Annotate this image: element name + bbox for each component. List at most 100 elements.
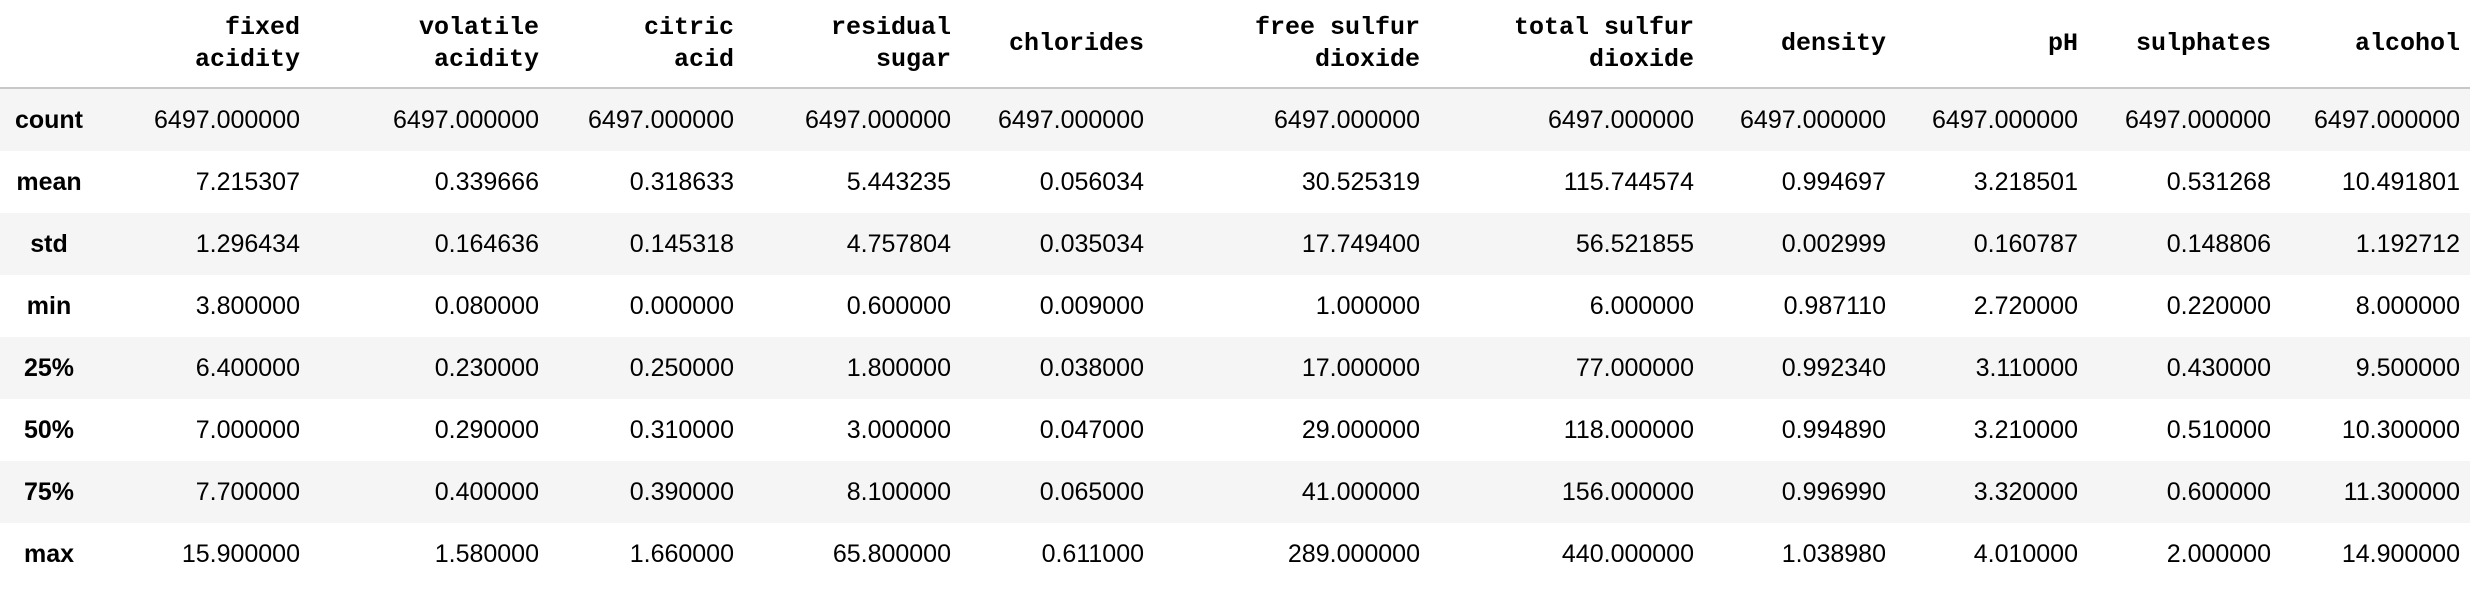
- table-cell: 0.390000: [629, 477, 734, 506]
- table-cell: 115.744574: [1563, 167, 1694, 196]
- table-cell: 0.035034: [1039, 229, 1144, 258]
- table-cell: 6497.000000: [805, 105, 951, 134]
- table-cell: 4.010000: [1973, 539, 2078, 568]
- table-cell: 0.318633: [629, 167, 734, 196]
- table-cell: 0.994890: [1781, 415, 1886, 444]
- table-cell: 6.000000: [1589, 291, 1694, 320]
- table-cell: 1.296434: [195, 229, 300, 258]
- table-row: 50% 7.000000 0.290000 0.310000 3.000000 0.047…: [0, 399, 2470, 461]
- table-cell: 0.996990: [1781, 477, 1886, 506]
- column-header: alcohol: [2281, 0, 2470, 89]
- table-cell: 0.164636: [434, 229, 539, 258]
- row-label: 50%: [23, 415, 75, 444]
- table-body: count 6497.000000 6497.000000 6497.000000 64…: [0, 88, 2470, 585]
- table-cell: 0.600000: [2166, 477, 2271, 506]
- table-cell: 6497.000000: [2314, 105, 2460, 134]
- table-cell: 1.038980: [1781, 539, 1886, 568]
- table-cell: 7.215307: [195, 167, 300, 196]
- table-row: mean 7.215307 0.339666 0.318633 5.443235 0.05…: [0, 151, 2470, 213]
- table-cell: 6497.000000: [1274, 105, 1420, 134]
- table-cell: 0.430000: [2166, 353, 2271, 382]
- table-cell: 17.000000: [1301, 353, 1420, 382]
- table-row: max 15.900000 1.580000 1.660000 65.800000 0.6…: [0, 523, 2470, 585]
- table-cell: 8.100000: [846, 477, 951, 506]
- table-cell: 156.000000: [1561, 477, 1694, 506]
- column-header: free sulfur dioxide: [1154, 0, 1430, 89]
- table-cell: 0.009000: [1039, 291, 1144, 320]
- table-cell: 6497.000000: [154, 105, 300, 134]
- row-label: min: [26, 291, 72, 320]
- row-label: count: [14, 105, 84, 134]
- table-cell: 0.080000: [434, 291, 539, 320]
- table-cell: 6497.000000: [998, 105, 1144, 134]
- table-cell: 0.160787: [1973, 229, 2078, 258]
- table-cell: 3.218501: [1973, 167, 2078, 196]
- table-cell: 14.900000: [2341, 539, 2460, 568]
- table-row: 25% 6.400000 0.230000 0.250000 1.800000 0.038…: [0, 337, 2470, 399]
- table-cell: 1.000000: [1315, 291, 1420, 320]
- table-cell: 0.230000: [434, 353, 539, 382]
- row-label: std: [30, 229, 68, 258]
- table-cell: 0.310000: [629, 415, 734, 444]
- column-header: volatile acidity: [310, 0, 549, 89]
- table-cell: 0.047000: [1039, 415, 1144, 444]
- table-cell: 6497.000000: [1548, 105, 1694, 134]
- table-cell: 6497.000000: [1740, 105, 1886, 134]
- table-cell: 3.000000: [846, 415, 951, 444]
- table-cell: 0.992340: [1781, 353, 1886, 382]
- table-cell: 0.611000: [1041, 539, 1144, 568]
- table-cell: 65.800000: [832, 539, 951, 568]
- table-cell: 0.290000: [434, 415, 539, 444]
- table-cell: 0.987110: [1783, 291, 1886, 320]
- table-cell: 3.210000: [1973, 415, 2078, 444]
- table-cell: 3.320000: [1973, 477, 2078, 506]
- index-header: [0, 0, 98, 89]
- row-label: mean: [16, 167, 82, 196]
- table-cell: 1.800000: [846, 353, 951, 382]
- column-header: pH: [1896, 0, 2088, 89]
- table-cell: 77.000000: [1575, 353, 1694, 382]
- table-cell: 56.521855: [1575, 229, 1694, 258]
- table-cell: 4.757804: [846, 229, 951, 258]
- table-cell: 0.400000: [434, 477, 539, 506]
- table-cell: 3.800000: [195, 291, 300, 320]
- table-cell: 0.065000: [1039, 477, 1144, 506]
- column-header: chlorides: [961, 0, 1154, 89]
- table-cell: 17.749400: [1301, 229, 1420, 258]
- table-cell: 29.000000: [1301, 415, 1420, 444]
- table-cell: 11.300000: [2343, 477, 2460, 506]
- table-row: 75% 7.700000 0.400000 0.390000 8.100000 0.065…: [0, 461, 2470, 523]
- table-cell: 0.600000: [846, 291, 951, 320]
- table-cell: 0.002999: [1781, 229, 1886, 258]
- column-header: total sulfur dioxide: [1430, 0, 1704, 89]
- table-cell: 1.192712: [2355, 229, 2460, 258]
- row-label: 75%: [23, 477, 75, 506]
- table-cell: 0.145318: [629, 229, 734, 258]
- table-cell: 30.525319: [1301, 167, 1420, 196]
- table-cell: 2.000000: [2166, 539, 2271, 568]
- table-cell: 1.660000: [629, 539, 734, 568]
- table-row: count 6497.000000 6497.000000 6497.000000 64…: [0, 88, 2470, 151]
- table-cell: 0.000000: [629, 291, 734, 320]
- column-header: residual sugar: [744, 0, 961, 89]
- table-cell: 6497.000000: [1932, 105, 2078, 134]
- table-cell: 0.220000: [2166, 291, 2271, 320]
- table-cell: 10.491801: [2341, 167, 2460, 196]
- table-cell: 7.700000: [195, 477, 300, 506]
- table-cell: 9.500000: [2355, 353, 2460, 382]
- table-cell: 8.000000: [2355, 291, 2460, 320]
- row-label: 25%: [23, 353, 75, 382]
- table-cell: 440.000000: [1561, 539, 1694, 568]
- table-cell: 0.250000: [629, 353, 734, 382]
- table-cell: 5.443235: [846, 167, 951, 196]
- row-label: max: [23, 539, 75, 568]
- table-cell: 0.531268: [2166, 167, 2271, 196]
- table-cell: 6497.000000: [588, 105, 734, 134]
- table-cell: 0.056034: [1039, 167, 1144, 196]
- header-row: fixed acidity volatile acidity citric ac…: [0, 0, 2470, 89]
- table-cell: 0.510000: [2166, 415, 2271, 444]
- table-cell: 0.038000: [1039, 353, 1144, 382]
- table-cell: 15.900000: [181, 539, 300, 568]
